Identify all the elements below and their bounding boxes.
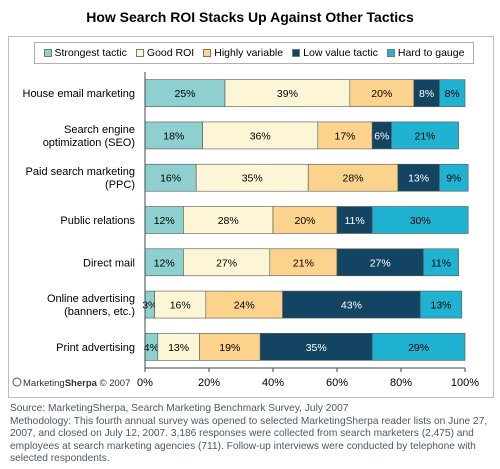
data-label: 12% (154, 257, 175, 269)
x-tick-label: 60% (326, 377, 348, 389)
data-label: 18% (163, 130, 184, 142)
data-label: 28% (342, 173, 363, 185)
data-label: 13% (168, 342, 189, 354)
source-line: Source: MarketingSherpa, Search Marketin… (10, 403, 349, 414)
data-label: 16% (170, 300, 191, 312)
legend-swatch (43, 49, 52, 57)
data-label: 16% (160, 173, 181, 185)
legend-swatch (292, 49, 301, 57)
category-label: Paid search marketing (PPC) (26, 166, 135, 191)
data-label: 11% (344, 215, 364, 227)
bar-segment (199, 333, 261, 361)
bar-segment (371, 333, 466, 361)
data-label: 43% (341, 300, 362, 312)
bar-segment (282, 290, 421, 319)
bar-segment (272, 206, 338, 234)
data-label: 12% (154, 215, 175, 227)
data-label: 20% (294, 215, 315, 227)
bar-segment (413, 79, 440, 107)
legend: Strongest tactic Good ROI Highly variable L… (34, 42, 474, 64)
logo-text: MarketingSherpa © 2007 (23, 378, 130, 389)
legend-label: Low value tactic (303, 47, 378, 59)
data-label: 28% (218, 215, 239, 227)
category-label: Direct mail (83, 257, 135, 269)
data-label: 13% (408, 173, 429, 185)
bar-segment (144, 79, 226, 107)
legend-item: Low value tactic (292, 47, 378, 59)
data-label: 9% (446, 173, 461, 185)
legend-item: Hard to gauge (386, 47, 465, 59)
bar-segment (349, 79, 415, 107)
x-tick-label: 20% (198, 377, 220, 389)
bar-segment (224, 79, 351, 107)
category-label: House email marketing (23, 88, 136, 100)
bar-segment (336, 248, 424, 277)
bar-segment (371, 206, 469, 234)
data-label: 39% (277, 88, 298, 100)
bar-segment (391, 121, 459, 150)
data-label: 30% (410, 215, 431, 227)
category-label: Print advertising (56, 342, 135, 354)
bar-segment (269, 248, 338, 277)
bar-segment (439, 163, 469, 192)
chart-svg: House email marketing 25% 39% 20% 8% 8% Search… (12, 72, 479, 389)
legend-swatch (203, 49, 212, 57)
legend-label: Highly variable (214, 47, 284, 59)
bar-segment (423, 248, 459, 277)
bar-segment (144, 163, 197, 192)
data-label: 21% (293, 257, 314, 269)
category-label: Public relations (60, 215, 135, 227)
data-label: 19% (219, 342, 240, 354)
x-tick-label: 100% (451, 377, 479, 389)
data-label: 36% (250, 130, 271, 142)
legend-item: Strongest tactic (43, 47, 127, 59)
legend-label: Strongest tactic (54, 47, 127, 59)
data-label: 24% (234, 300, 255, 312)
bar-segment (195, 163, 309, 192)
data-label: 4% (144, 342, 159, 354)
bar-segment (259, 333, 373, 361)
data-label: 3% (142, 300, 157, 312)
legend-swatch (386, 49, 395, 57)
bar-segment (144, 206, 184, 234)
bar-segment (419, 290, 463, 319)
bar-segment (336, 206, 373, 234)
legend-label: Good ROI (146, 47, 195, 59)
data-label: 8% (419, 88, 434, 100)
data-label: 35% (306, 342, 327, 354)
data-label: 8% (445, 88, 460, 100)
data-label: 29% (408, 342, 429, 354)
chart-title: How Search ROI Stacks Up Against Other T… (86, 9, 414, 25)
x-tick-label: 0% (137, 377, 153, 389)
data-label: 20% (371, 88, 392, 100)
bar-segment (397, 163, 440, 192)
bar-segment (307, 163, 399, 192)
data-label: 35% (242, 173, 263, 185)
data-label: 27% (370, 257, 391, 269)
x-tick-label: 80% (390, 377, 412, 389)
data-label: 11% (431, 257, 451, 269)
legend-item: Good ROI (135, 47, 195, 59)
bar-segment (144, 121, 203, 150)
legend-swatch (135, 49, 144, 57)
data-label: 27% (216, 257, 237, 269)
bar-segment (202, 121, 319, 150)
x-tick-label: 40% (262, 377, 284, 389)
logo-mark-icon (12, 377, 22, 387)
legend-item: Highly variable (203, 47, 283, 59)
bar-segment (183, 248, 271, 277)
data-label: 6% (374, 130, 389, 142)
bar-segment (317, 121, 373, 150)
category-label: Search engine optimization (SEO) (43, 124, 135, 149)
data-label: 25% (174, 88, 195, 100)
legend-label: Hard to gauge (397, 47, 465, 59)
data-label: 17% (334, 130, 355, 142)
source-note: Source: MarketingSherpa, Search Marketin… (10, 403, 492, 466)
bar-segment (439, 79, 466, 107)
data-label: 13% (430, 300, 451, 312)
data-label: 21% (414, 130, 435, 142)
category-label: Online advertising (banners, etc.) (47, 293, 135, 318)
methodology-text: Methodology: This fourth annual survey w… (10, 415, 488, 465)
